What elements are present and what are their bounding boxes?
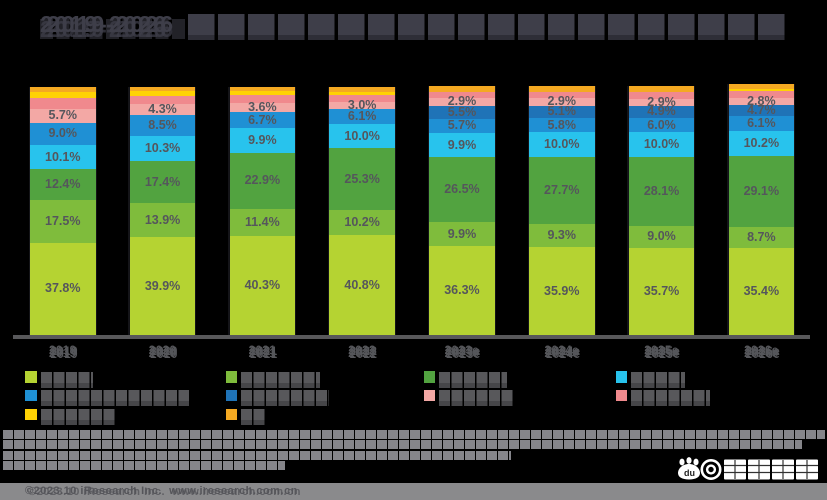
svg-text:du: du [684,468,695,478]
